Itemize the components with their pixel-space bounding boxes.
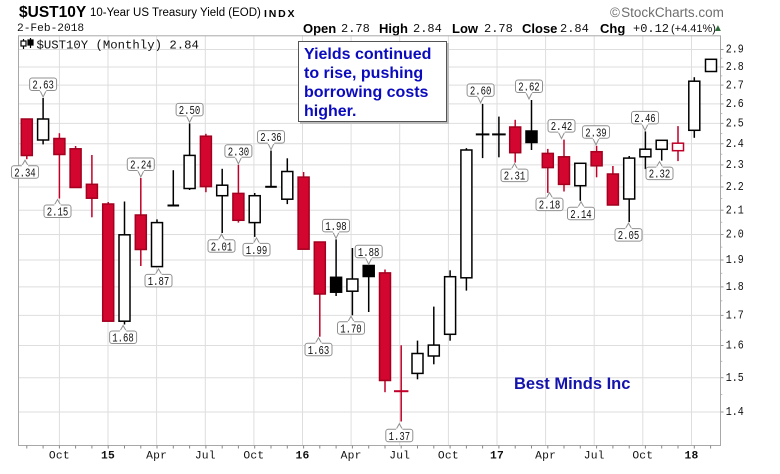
svg-text:2.46: 2.46: [634, 112, 656, 126]
svg-text:Apr: Apr: [535, 451, 556, 463]
svg-text:2.34: 2.34: [14, 166, 36, 180]
svg-text:2.36: 2.36: [260, 131, 282, 145]
svg-text:Apr: Apr: [146, 451, 167, 463]
svg-text:2.63: 2.63: [32, 79, 54, 93]
svg-text:1.70: 1.70: [340, 322, 362, 336]
svg-text:1.8: 1.8: [726, 280, 744, 294]
svg-text:1.99: 1.99: [246, 244, 267, 258]
svg-text:2.7: 2.7: [726, 78, 744, 92]
svg-text:2.8: 2.8: [726, 60, 744, 74]
svg-text:2.05: 2.05: [618, 229, 640, 243]
svg-text:Oct: Oct: [243, 451, 264, 463]
svg-text:1.5: 1.5: [726, 371, 744, 385]
svg-text:2.01: 2.01: [211, 240, 233, 254]
svg-text:2.3: 2.3: [726, 158, 744, 172]
svg-text:Oct: Oct: [49, 451, 70, 463]
svg-text:2.39: 2.39: [585, 126, 607, 140]
svg-text:Jul: Jul: [389, 451, 410, 463]
svg-text:1.6: 1.6: [726, 339, 744, 353]
svg-text:18: 18: [685, 451, 699, 463]
svg-text:15: 15: [101, 451, 115, 463]
svg-text:Oct: Oct: [438, 451, 459, 463]
svg-text:2.6: 2.6: [726, 97, 744, 111]
svg-text:17: 17: [490, 451, 504, 463]
svg-text:2.0: 2.0: [726, 228, 744, 242]
svg-text:1.9: 1.9: [726, 253, 744, 267]
svg-text:2.5: 2.5: [726, 117, 744, 131]
svg-text:2.60: 2.60: [470, 85, 492, 99]
svg-text:2.24: 2.24: [130, 159, 152, 173]
svg-text:2.1: 2.1: [726, 203, 744, 217]
svg-text:2.18: 2.18: [539, 199, 561, 213]
svg-text:1.37: 1.37: [389, 430, 411, 444]
svg-text:2.62: 2.62: [518, 81, 540, 95]
svg-text:2.14: 2.14: [570, 208, 592, 222]
svg-text:1.88: 1.88: [358, 246, 380, 260]
svg-text:1.87: 1.87: [148, 275, 170, 289]
svg-text:Oct: Oct: [632, 451, 653, 463]
svg-text:2.9: 2.9: [726, 43, 744, 57]
svg-text:1.4: 1.4: [726, 405, 744, 419]
svg-text:16: 16: [296, 451, 310, 463]
svg-text:1.68: 1.68: [112, 332, 134, 346]
svg-text:Jul: Jul: [584, 451, 605, 463]
svg-text:Jul: Jul: [195, 451, 216, 463]
svg-text:2.32: 2.32: [649, 168, 671, 182]
svg-text:1.63: 1.63: [308, 344, 330, 358]
svg-text:1.98: 1.98: [325, 220, 347, 234]
svg-text:Apr: Apr: [341, 451, 362, 463]
svg-text:2.31: 2.31: [504, 170, 526, 184]
svg-text:2.15: 2.15: [47, 206, 69, 220]
svg-text:2.42: 2.42: [551, 120, 573, 134]
svg-text:2.4: 2.4: [726, 137, 744, 151]
svg-text:2.50: 2.50: [179, 104, 201, 118]
svg-text:$UST10Y (Monthly) 2.84: $UST10Y (Monthly) 2.84: [37, 39, 199, 53]
svg-text:1.7: 1.7: [726, 309, 744, 323]
svg-text:2.2: 2.2: [726, 180, 744, 194]
svg-text:2.30: 2.30: [228, 145, 250, 159]
